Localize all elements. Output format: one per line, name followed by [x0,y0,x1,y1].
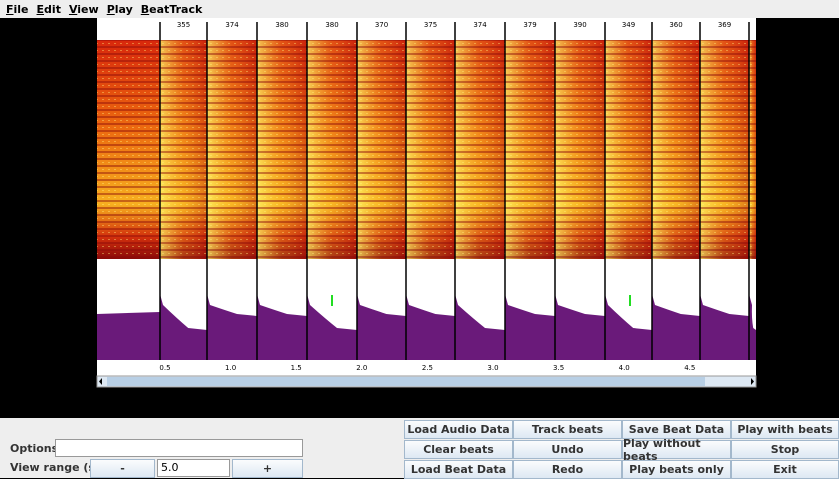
beat-interval: 370 [375,21,388,29]
menu-item[interactable]: File [6,3,29,16]
time-label: 1.0 [225,364,236,372]
spectrogram-texture [97,40,756,259]
time-label: 2.0 [356,364,367,372]
action-button[interactable]: Undo [513,440,622,459]
menu-item[interactable]: View [69,3,99,16]
action-button[interactable]: Play with beats [731,420,839,439]
decrease-button[interactable]: - [90,459,155,478]
time-label: 4.0 [619,364,630,372]
time-label: 0.5 [159,364,170,372]
time-label: 3.0 [487,364,498,372]
scroll-thumb[interactable] [107,377,705,386]
action-button[interactable]: Load Beat Data [404,460,513,479]
beat-interval: 349 [622,21,635,29]
beat-interval: 379 [523,21,536,29]
action-button[interactable]: Exit [731,460,839,479]
beat-interval: 360 [669,21,682,29]
beat-view: 355 374 380 380 370 375 374 379 390 349 360 369 0.5 1… [0,18,839,418]
action-button[interactable]: Load Audio Data [404,420,513,439]
time-label: 4.5 [684,364,695,372]
action-button[interactable]: Play beats only [622,460,731,479]
action-button[interactable]: Redo [513,460,622,479]
app: File Edit View Play BeatTrack 355 374 380 380 37… [0,0,839,478]
menu-bar: File Edit View Play BeatTrack [0,0,839,18]
beat-interval: 380 [275,21,288,29]
waveform [97,312,160,360]
beat-marker [629,295,631,306]
menu-item[interactable]: BeatTrack [141,3,203,16]
beat-interval: 375 [424,21,437,29]
time-label: 2.5 [422,364,433,372]
control-panel: Options: View range (s): - 5.0 + Load Au… [0,418,839,478]
beat-marker [331,295,333,306]
action-button[interactable]: Play without beats [622,440,731,459]
menu-item[interactable]: Edit [37,3,61,16]
options-input[interactable] [55,439,303,457]
action-button[interactable]: Clear beats [404,440,513,459]
time-label: 1.5 [291,364,302,372]
menu-item[interactable]: Play [107,3,133,16]
view-range-input[interactable]: 5.0 [157,459,230,477]
action-button[interactable]: Stop [731,440,839,459]
beat-interval: 390 [573,21,586,29]
beat-interval: 374 [225,21,239,29]
increase-button[interactable]: + [232,459,303,478]
beat-interval: 380 [325,21,338,29]
beat-interval: 355 [177,21,190,29]
beat-interval: 369 [718,21,731,29]
beat-interval: 374 [473,21,487,29]
action-button[interactable]: Track beats [513,420,622,439]
time-label: 3.5 [553,364,564,372]
